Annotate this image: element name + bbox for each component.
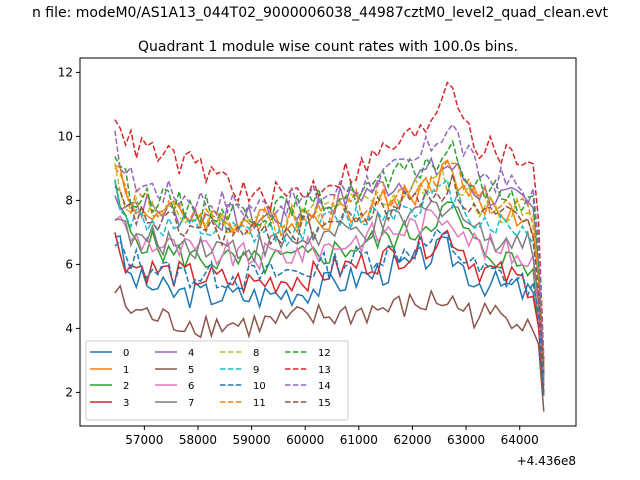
x-tick-label: 62000 — [393, 433, 431, 447]
series-line-2 — [114, 179, 545, 387]
axes-frame — [79, 57, 577, 427]
legend-label-11: 11 — [253, 398, 266, 409]
legend-label-14: 14 — [318, 381, 331, 392]
series-line-12 — [114, 139, 545, 364]
legend-label-10: 10 — [253, 381, 266, 392]
legend-label-4: 4 — [188, 348, 194, 359]
series-line-9 — [114, 178, 545, 377]
y-tick-label: 2 — [65, 385, 73, 399]
y-axis: 2 4 6 8 10 12 — [58, 65, 80, 399]
legend-label-12: 12 — [318, 348, 331, 359]
legend-label-15: 15 — [318, 398, 331, 409]
y-tick-label: 4 — [65, 321, 73, 335]
legend-box — [85, 340, 349, 421]
plot-area — [79, 57, 577, 427]
series-line-5 — [114, 284, 545, 412]
x-tick-label: 64000 — [501, 433, 539, 447]
figure-suptitle: n file: modeM0/AS1A13_044T02_9000006038_… — [32, 5, 609, 21]
x-tick-label: 60000 — [286, 433, 324, 447]
series-line-0 — [114, 234, 545, 396]
legend-label-7: 7 — [188, 398, 194, 409]
legend-label-13: 13 — [318, 365, 331, 376]
x-tick-label: 59000 — [232, 433, 270, 447]
x-axis-offset-label: +4.436e8 — [517, 454, 576, 468]
x-tick-label: 58000 — [179, 433, 217, 447]
x-tick-label: 61000 — [340, 433, 378, 447]
x-tick-label: 57000 — [125, 433, 163, 447]
chart-title: Quadrant 1 module wise count rates with … — [138, 39, 518, 55]
series-line-8 — [114, 163, 545, 374]
y-tick-label: 8 — [65, 193, 73, 207]
legend-label-0: 0 — [123, 348, 129, 359]
y-tick-label: 12 — [58, 65, 73, 79]
legend-label-2: 2 — [123, 381, 129, 392]
legend-label-9: 9 — [253, 365, 259, 376]
x-axis: 57000 58000 59000 60000 61000 62000 63000 64000 — [125, 426, 539, 447]
legend-label-5: 5 — [188, 365, 194, 376]
series-layer — [114, 81, 545, 412]
series-line-6 — [114, 208, 545, 383]
legend-label-6: 6 — [188, 381, 194, 392]
legend-label-1: 1 — [123, 365, 129, 376]
y-tick-label: 10 — [58, 129, 73, 143]
x-tick-label: 63000 — [447, 433, 485, 447]
series-line-14 — [114, 123, 545, 364]
legend-label-8: 8 — [253, 348, 259, 359]
series-line-10 — [114, 227, 545, 396]
legend-label-3: 3 — [123, 398, 129, 409]
series-line-13 — [114, 81, 545, 361]
series-line-15 — [114, 173, 545, 374]
y-tick-label: 6 — [65, 257, 73, 271]
